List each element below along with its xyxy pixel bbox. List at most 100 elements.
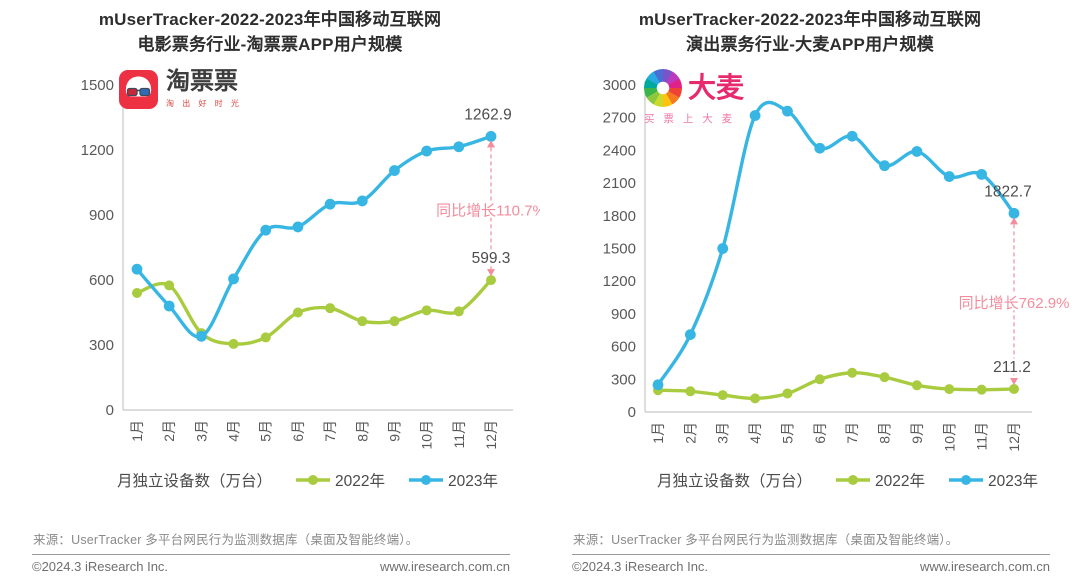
legend-label-2022: 2022年 <box>335 473 385 490</box>
data-point-2023年-7月 <box>324 198 336 210</box>
legend-marker-2023 <box>949 475 983 485</box>
legend-label-2022: 2022年 <box>875 473 925 490</box>
data-point-2023年-4月 <box>228 273 239 285</box>
value-label-2023: 1822.7 <box>984 183 1031 200</box>
x-tick-label: 3月 <box>715 422 731 444</box>
legend-marker-2023 <box>409 475 443 485</box>
chart-title-taopiaopiao: mUserTracker-2022-2023年中国移动互联网 电影票务行业-淘票… <box>0 7 540 57</box>
x-tick-label: 4月 <box>226 420 242 442</box>
y-tick-label: 1500 <box>603 241 636 258</box>
y-tick-label: 1200 <box>81 142 114 159</box>
data-point-2023年-1月 <box>131 263 143 275</box>
x-tick-label: 10月 <box>941 422 957 452</box>
taopiaopiao-logo-tagline: 淘 出 好 时 光 <box>166 99 242 108</box>
legend: 月独立设备数（万台） 2022年 2023年 <box>0 469 540 491</box>
data-point-2023年-11月 <box>976 168 988 180</box>
x-tick-label: 2月 <box>682 422 698 444</box>
x-tick-label: 6月 <box>812 422 828 444</box>
y-tick-label: 900 <box>89 207 114 224</box>
source-note: 来源：UserTracker 多平台网民行为监测数据库（桌面及智能终端）。 <box>33 533 419 547</box>
website-url: www.iresearch.com.cn <box>379 559 510 574</box>
data-point-2023年-8月 <box>879 160 890 172</box>
x-tick-label: 12月 <box>483 420 499 450</box>
y-tick-label: 300 <box>89 337 114 354</box>
data-point-2022年-7月 <box>847 367 858 378</box>
x-tick-label: 11月 <box>974 422 990 451</box>
taopiaopiao-logo-text: 淘票票 <box>166 68 238 95</box>
x-tick-label: 9月 <box>909 422 925 444</box>
data-point-2022年-8月 <box>879 372 890 383</box>
x-tick-label: 12月 <box>1006 422 1022 452</box>
data-point-2023年-6月 <box>814 142 826 154</box>
yoy-arrow-up <box>487 140 495 148</box>
data-point-2022年-9月 <box>911 380 922 391</box>
footer: ©2024.3 iResearch Inc. www.iresearch.com… <box>32 559 510 574</box>
taopiaopiao-app-icon <box>119 70 158 109</box>
y-tick-label: 600 <box>89 272 114 289</box>
website-url: www.iresearch.com.cn <box>919 559 1050 574</box>
data-point-2023年-9月 <box>389 165 400 176</box>
data-point-2023年-12月 <box>485 130 497 142</box>
data-point-2023年-1月 <box>652 379 664 391</box>
series-line-2022年 <box>656 371 1016 401</box>
data-point-2023年-11月 <box>453 141 465 153</box>
chart-panel-damai: mUserTracker-2022-2023年中国移动互联网 演出票务行业-大麦… <box>540 0 1080 581</box>
yoy-growth-label: 同比增长762.9% <box>959 295 1070 312</box>
legend-marker-2022 <box>296 475 331 485</box>
line-chart-damai: 0 300 600 900 1200 1500 1800 2100 2400 2700 3000 1月… <box>603 77 1072 452</box>
data-point-2022年-9月 <box>389 316 400 327</box>
yoy-arrow-down <box>1010 377 1018 385</box>
taopiaopiao-logo: 淘票票 淘 出 好 时 光 <box>118 69 242 110</box>
x-tick-label: 7月 <box>844 422 860 444</box>
y-tick-label: 1500 <box>81 77 114 94</box>
y-tick-label: 1800 <box>603 208 636 225</box>
title-line-2: 电影票务行业-淘票票APP用户规模 <box>137 35 403 54</box>
data-point-2023年-4月 <box>749 110 761 121</box>
y-tick-label: 300 <box>611 371 636 388</box>
data-point-2022年-10月 <box>944 384 955 395</box>
data-point-2022年-4月 <box>228 338 239 349</box>
data-point-2023年-12月 <box>1008 207 1020 219</box>
chart-panel-taopiaopiao: mUserTracker-2022-2023年中国移动互联网 电影票务行业-淘票… <box>0 7 540 574</box>
data-point-2022年-12月 <box>486 275 496 286</box>
value-label-2022: 211.2 <box>993 359 1031 376</box>
series-line-2023年 <box>656 100 1016 387</box>
x-tick-label: 1月 <box>129 420 145 442</box>
data-point-2023年-5月 <box>260 224 272 236</box>
footer-divider <box>32 554 510 555</box>
data-point-2023年-3月 <box>195 330 207 342</box>
value-label-2022: 599.3 <box>472 250 511 267</box>
legend: 月独立设备数（万台） 2022年 2023年 <box>540 469 1080 491</box>
axis-unit-note: 月独立设备数（万台） <box>117 473 273 490</box>
data-point-2023年-10月 <box>421 145 433 157</box>
data-point-2022年-12月 <box>1009 383 1019 394</box>
damai-logo-text: 大麦 <box>688 72 745 103</box>
damai-logo: 大麦 买 票 上 大 麦 <box>644 69 744 126</box>
legend-label-2023: 2023年 <box>448 473 498 490</box>
axis-unit-note: 月独立设备数（万台） <box>657 473 813 490</box>
data-point-2022年-4月 <box>750 393 761 404</box>
data-point-2022年-5月 <box>782 388 793 399</box>
title-line-1: mUserTracker-2022-2023年中国移动互联网 <box>638 10 982 29</box>
data-point-2023年-2月 <box>163 300 175 312</box>
y-tick-label: 600 <box>611 339 636 356</box>
data-point-2023年-2月 <box>684 329 696 341</box>
x-tick-label: 11月 <box>451 420 467 449</box>
x-tick-label: 9月 <box>386 420 402 442</box>
y-tick-label: 900 <box>611 306 636 323</box>
data-point-2023年-5月 <box>782 105 793 117</box>
y-tick-label: 3000 <box>603 77 636 94</box>
data-point-2022年-6月 <box>292 307 303 318</box>
y-tick-label: 0 <box>628 404 636 421</box>
yoy-arrow-up <box>1010 217 1018 225</box>
legend-label-2023: 2023年 <box>988 473 1038 490</box>
data-point-2022年-2月 <box>164 280 175 291</box>
data-point-2022年-3月 <box>717 390 728 401</box>
legend-marker-2022 <box>836 475 871 485</box>
footer: ©2024.3 iResearch Inc. www.iresearch.com… <box>572 559 1050 574</box>
data-point-2023年-7月 <box>846 130 858 142</box>
y-tick-label: 2400 <box>603 142 636 159</box>
copyright-text: ©2024.3 iResearch Inc. <box>32 559 169 574</box>
x-tick-label: 4月 <box>747 422 763 444</box>
